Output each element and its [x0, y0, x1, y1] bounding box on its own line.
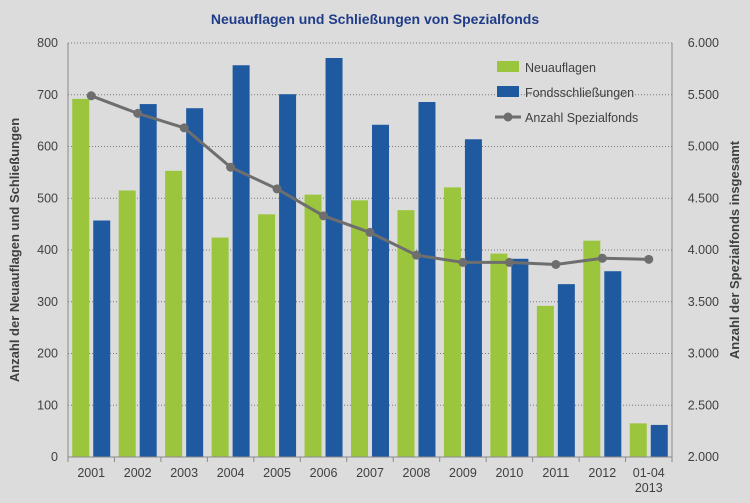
y-left-tick-label: 400 — [37, 243, 58, 257]
line-marker — [86, 91, 96, 101]
line-marker — [551, 259, 561, 269]
y-right-tick-label: 6.000 — [688, 36, 719, 50]
x-tick-label: 2010 — [495, 466, 523, 480]
line-marker — [365, 227, 375, 237]
bar-neuauflagen — [536, 305, 554, 457]
legend-label: Anzahl Spezialfonds — [525, 111, 638, 125]
x-tick-label: 2003 — [170, 466, 198, 480]
y-left-tick-label: 0 — [51, 450, 58, 464]
line-marker — [644, 254, 654, 264]
y-left-tick-label: 800 — [37, 36, 58, 50]
y-left-tick-label: 100 — [37, 398, 58, 412]
x-tick-label: 2012 — [588, 466, 616, 480]
bars-group — [72, 58, 668, 458]
bar-fondsschlie-ungen — [232, 65, 250, 457]
bar-fondsschlie-ungen — [464, 139, 482, 457]
line-marker — [411, 250, 421, 260]
x-tick-label: 2013 — [635, 481, 663, 495]
x-tick-label: 2005 — [263, 466, 291, 480]
y-left-tick-label: 500 — [37, 191, 58, 205]
y-axis-right-title: Anzahl der Spezialfonds insgesamt — [727, 140, 742, 359]
y-right-tick-label: 5.000 — [688, 140, 719, 154]
x-tick-label: 2009 — [449, 466, 477, 480]
line-marker — [272, 184, 282, 194]
y-right-tick-label: 3.500 — [688, 295, 719, 309]
chart-title: Neuauflagen und Schließungen von Spezial… — [211, 11, 539, 27]
bar-fondsschlie-ungen — [186, 108, 204, 457]
bar-neuauflagen — [443, 187, 461, 457]
bar-neuauflagen — [490, 253, 508, 457]
bar-fondsschlie-ungen — [650, 424, 668, 457]
y-left-tick-label: 300 — [37, 295, 58, 309]
x-tick-label: 2006 — [310, 466, 338, 480]
bar-neuauflagen — [72, 98, 90, 457]
x-tick-label: 2007 — [356, 466, 384, 480]
bar-fondsschlie-ungen — [279, 94, 297, 458]
bar-fondsschlie-ungen — [325, 58, 343, 457]
x-tick-label: 2001 — [77, 466, 105, 480]
y-right-tick-label: 2.000 — [688, 450, 719, 464]
legend-label: Neuauflagen — [525, 61, 596, 75]
x-tick-label: 2011 — [542, 466, 569, 480]
line-marker — [319, 211, 329, 221]
y-right-tick-label: 4.500 — [688, 191, 719, 205]
line-marker — [226, 162, 236, 172]
legend-label: Fondsschließungen — [525, 86, 634, 100]
bar-fondsschlie-ungen — [418, 101, 436, 458]
y-right-tick-label: 3.000 — [688, 347, 719, 361]
legend-swatch-marker — [503, 112, 513, 122]
y-right-tick-label: 4.000 — [688, 243, 719, 257]
y-left-tick-label: 200 — [37, 347, 58, 361]
bar-fondsschlie-ungen — [557, 284, 575, 457]
bar-neuauflagen — [258, 214, 276, 457]
bar-fondsschlie-ungen — [93, 220, 111, 457]
line-marker — [179, 123, 189, 133]
y-axis-left-title: Anzahl der Neuauflagen und Schließungen — [7, 118, 22, 382]
x-tick-label: 2008 — [403, 466, 431, 480]
bar-neuauflagen — [629, 423, 647, 457]
bar-neuauflagen — [351, 200, 368, 457]
bar-neuauflagen — [397, 210, 415, 457]
bar-neuauflagen — [118, 190, 136, 458]
y-left-tick-label: 700 — [37, 88, 58, 102]
y-left-tick-label: 600 — [37, 140, 58, 154]
bar-neuauflagen — [165, 170, 183, 457]
legend-swatch — [497, 86, 519, 97]
bar-fondsschlie-ungen — [604, 271, 622, 457]
line-marker — [133, 108, 143, 118]
bar-fondsschlie-ungen — [372, 124, 389, 457]
line-marker — [597, 253, 607, 263]
x-tick-label: 2002 — [124, 466, 152, 480]
x-tick-label: 2004 — [217, 466, 245, 480]
line-marker — [458, 257, 468, 267]
x-tick-label: 01-04 — [633, 466, 665, 480]
legend-swatch — [497, 61, 519, 72]
legend: Neuauflagen Fondsschließungen Anzahl Spezi… — [495, 61, 638, 125]
y-right-tick-label: 2.500 — [688, 398, 719, 412]
axes-group: 0 100 200 300 400 500 600 700 800 2.000 2.500 3.000… — [37, 36, 719, 495]
bar-neuauflagen — [211, 237, 229, 457]
bar-fondsschlie-ungen — [511, 258, 529, 457]
bar-neuauflagen — [583, 240, 601, 457]
bar-fondsschlie-ungen — [139, 104, 157, 457]
line-marker — [504, 257, 514, 267]
bar-neuauflagen — [304, 194, 322, 457]
line-series-group — [86, 91, 654, 269]
y-right-tick-label: 5.500 — [688, 88, 719, 102]
